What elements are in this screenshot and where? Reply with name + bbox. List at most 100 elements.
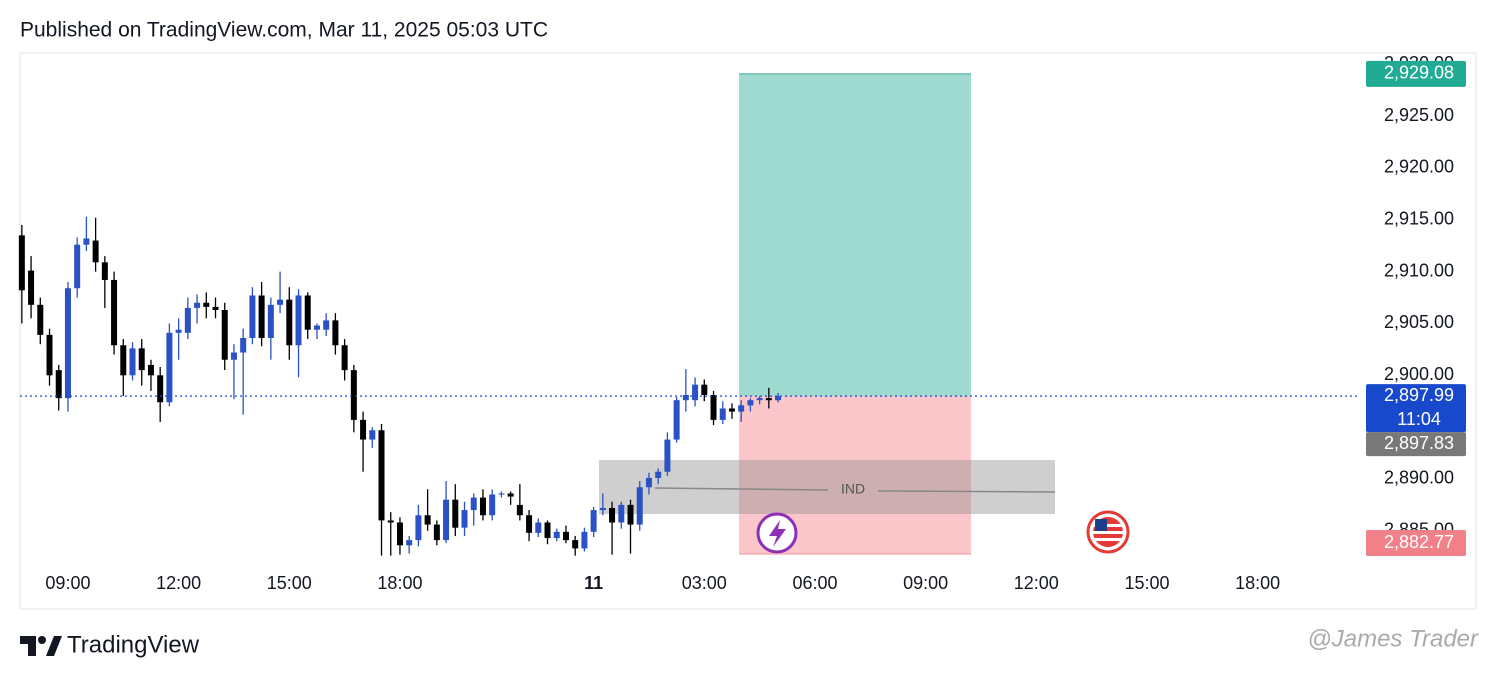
candle-body [18, 235, 25, 291]
candle-body [581, 531, 588, 549]
candle-body [147, 364, 154, 376]
candle-body [728, 408, 735, 412]
candle-body [719, 408, 726, 420]
event-icon [756, 512, 798, 554]
price-label: 2,897.83 [1384, 433, 1454, 453]
x-tick-label: 12:00 [156, 573, 201, 593]
candle-body [544, 522, 551, 539]
candle-body [443, 499, 450, 541]
candle-body [341, 345, 348, 371]
candle-body [46, 334, 53, 376]
candle-body [618, 504, 625, 523]
candle-body [636, 487, 643, 525]
candle-body [433, 524, 440, 541]
candle-body [286, 299, 293, 346]
candle-body [572, 540, 579, 549]
candle-body [452, 499, 459, 528]
y-tick-label: 2,915.00 [1384, 209, 1454, 229]
candle-body [489, 494, 496, 516]
candle-body [369, 430, 376, 440]
candle-body [28, 270, 35, 305]
candle-body [645, 477, 652, 488]
flag-icon [1086, 510, 1130, 554]
candle-body [350, 370, 357, 420]
candle-body [92, 240, 99, 263]
candle-body [516, 504, 523, 516]
candle-body [415, 515, 422, 541]
candle-body [562, 531, 569, 541]
footer: TradingView [67, 631, 200, 658]
candle-body [673, 400, 680, 440]
price-label: 2,929.08 [1384, 63, 1454, 83]
candle-body [535, 522, 542, 533]
current_price-box [1366, 384, 1466, 433]
candle-body [129, 348, 136, 376]
zone-line [877, 490, 1056, 493]
candle-body [507, 493, 514, 497]
candle-body [387, 520, 394, 523]
x-tick-label: 03:00 [682, 573, 727, 593]
candle-body [120, 345, 127, 376]
candle-body [627, 504, 634, 525]
candle-body [701, 384, 708, 395]
candle-body [323, 320, 330, 330]
candle-body [747, 400, 754, 406]
y-tick-label: 2,905.00 [1384, 312, 1454, 332]
zone-line [654, 487, 829, 491]
candle-body [360, 419, 367, 440]
candle-body [221, 310, 228, 360]
candle-body [406, 540, 413, 546]
candle-body [424, 515, 431, 525]
x-tick-label: 18:00 [377, 573, 422, 593]
candle-body [55, 370, 62, 399]
candle-body [655, 471, 662, 478]
candle-body [396, 522, 403, 546]
x-tick-label: 06:00 [792, 573, 837, 593]
candle-body [138, 348, 145, 371]
candle-body [277, 299, 284, 305]
price-label: 2,897.99 [1384, 385, 1454, 405]
target-zone [739, 73, 971, 397]
candle-body [332, 320, 339, 346]
candle-body [166, 332, 173, 403]
x-tick-label: 15:00 [267, 573, 312, 593]
candle-body [203, 302, 210, 307]
candle-body [498, 493, 505, 495]
logo [20, 636, 62, 656]
price-label: 11:04 [1397, 409, 1441, 429]
header: Published on TradingView.com, Mar 11, 20… [20, 19, 548, 42]
candle-body [461, 510, 468, 528]
bid_price-box [1366, 432, 1466, 457]
x-tick-label: 12:00 [1014, 573, 1059, 593]
candle-body [470, 497, 477, 511]
candle-body [765, 398, 772, 401]
candle-body [479, 497, 486, 516]
zone-label: IND [841, 481, 865, 497]
candle-body [64, 288, 71, 399]
candle-body [590, 510, 597, 532]
candle-body [101, 262, 108, 280]
candle-body [738, 405, 745, 412]
target-box [1366, 60, 1466, 87]
x-tick-label: 15:00 [1124, 573, 1169, 593]
x-tick-label: 18:00 [1235, 573, 1280, 593]
x-tick-label: 09:00 [903, 573, 948, 593]
frame [19, 52, 1477, 610]
y-tick-label: 2,925.00 [1384, 105, 1454, 125]
x-tick-label: 11 [584, 573, 603, 593]
candle-body [599, 507, 606, 511]
y-tick-label: 2,910.00 [1384, 260, 1454, 280]
candle-body [378, 430, 385, 521]
candle-body [609, 507, 616, 523]
candle-body [775, 396, 782, 401]
y-tick-label: 2,900.00 [1384, 364, 1454, 384]
candle-body [83, 238, 90, 245]
watermark: @James Trader [1307, 625, 1479, 652]
candle-body [710, 395, 717, 420]
stop-box [1366, 530, 1466, 556]
candle-body [526, 515, 533, 533]
candle-body [313, 325, 320, 330]
candle-body [230, 352, 237, 360]
candle-body [157, 375, 164, 403]
